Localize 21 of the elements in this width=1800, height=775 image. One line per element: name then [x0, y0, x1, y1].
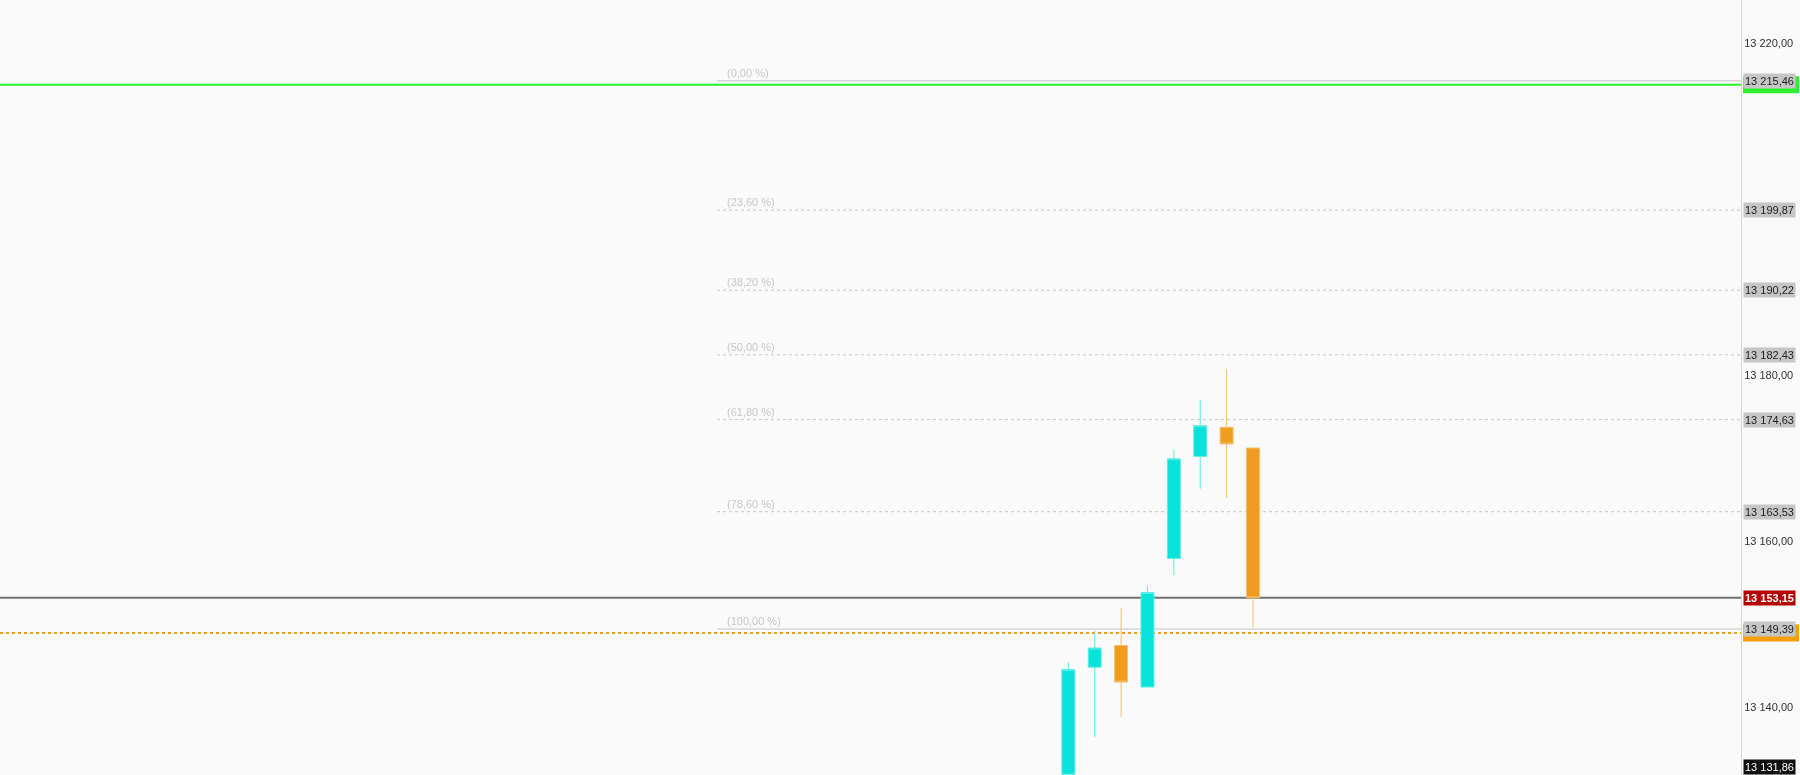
- candlestick: [1061, 661, 1076, 775]
- candlestick: [1114, 607, 1129, 718]
- ref-line-label: 13 163,53: [1745, 506, 1794, 518]
- candlestick: [1140, 585, 1155, 688]
- y-tick-label: 13 220,00: [1744, 37, 1794, 49]
- candlestick: [1193, 399, 1208, 490]
- y-tick-label: 13 180,00: [1744, 368, 1794, 381]
- candlestick: [1087, 630, 1102, 738]
- y-tick-label: 13 140,00: [1744, 700, 1794, 713]
- ref-line-label: 13 149,39: [1745, 623, 1794, 635]
- candlestick: [1166, 449, 1181, 576]
- candlestick: [1246, 447, 1260, 628]
- ref-line-label: 13 199,87: [1745, 204, 1794, 216]
- ref-line-label: 13 215,46: [1745, 75, 1794, 87]
- ref-line-label: 13 153,15: [1745, 592, 1794, 604]
- ref-line-label: 13 174,63: [1745, 414, 1794, 426]
- text: 13 131,86: [1745, 761, 1794, 773]
- candlestick: [1219, 368, 1234, 499]
- ref-line-label: 13 182,43: [1745, 349, 1794, 361]
- ref-line-label: 13 190,22: [1745, 284, 1794, 296]
- y-tick-label: 13 160,00: [1744, 534, 1794, 547]
